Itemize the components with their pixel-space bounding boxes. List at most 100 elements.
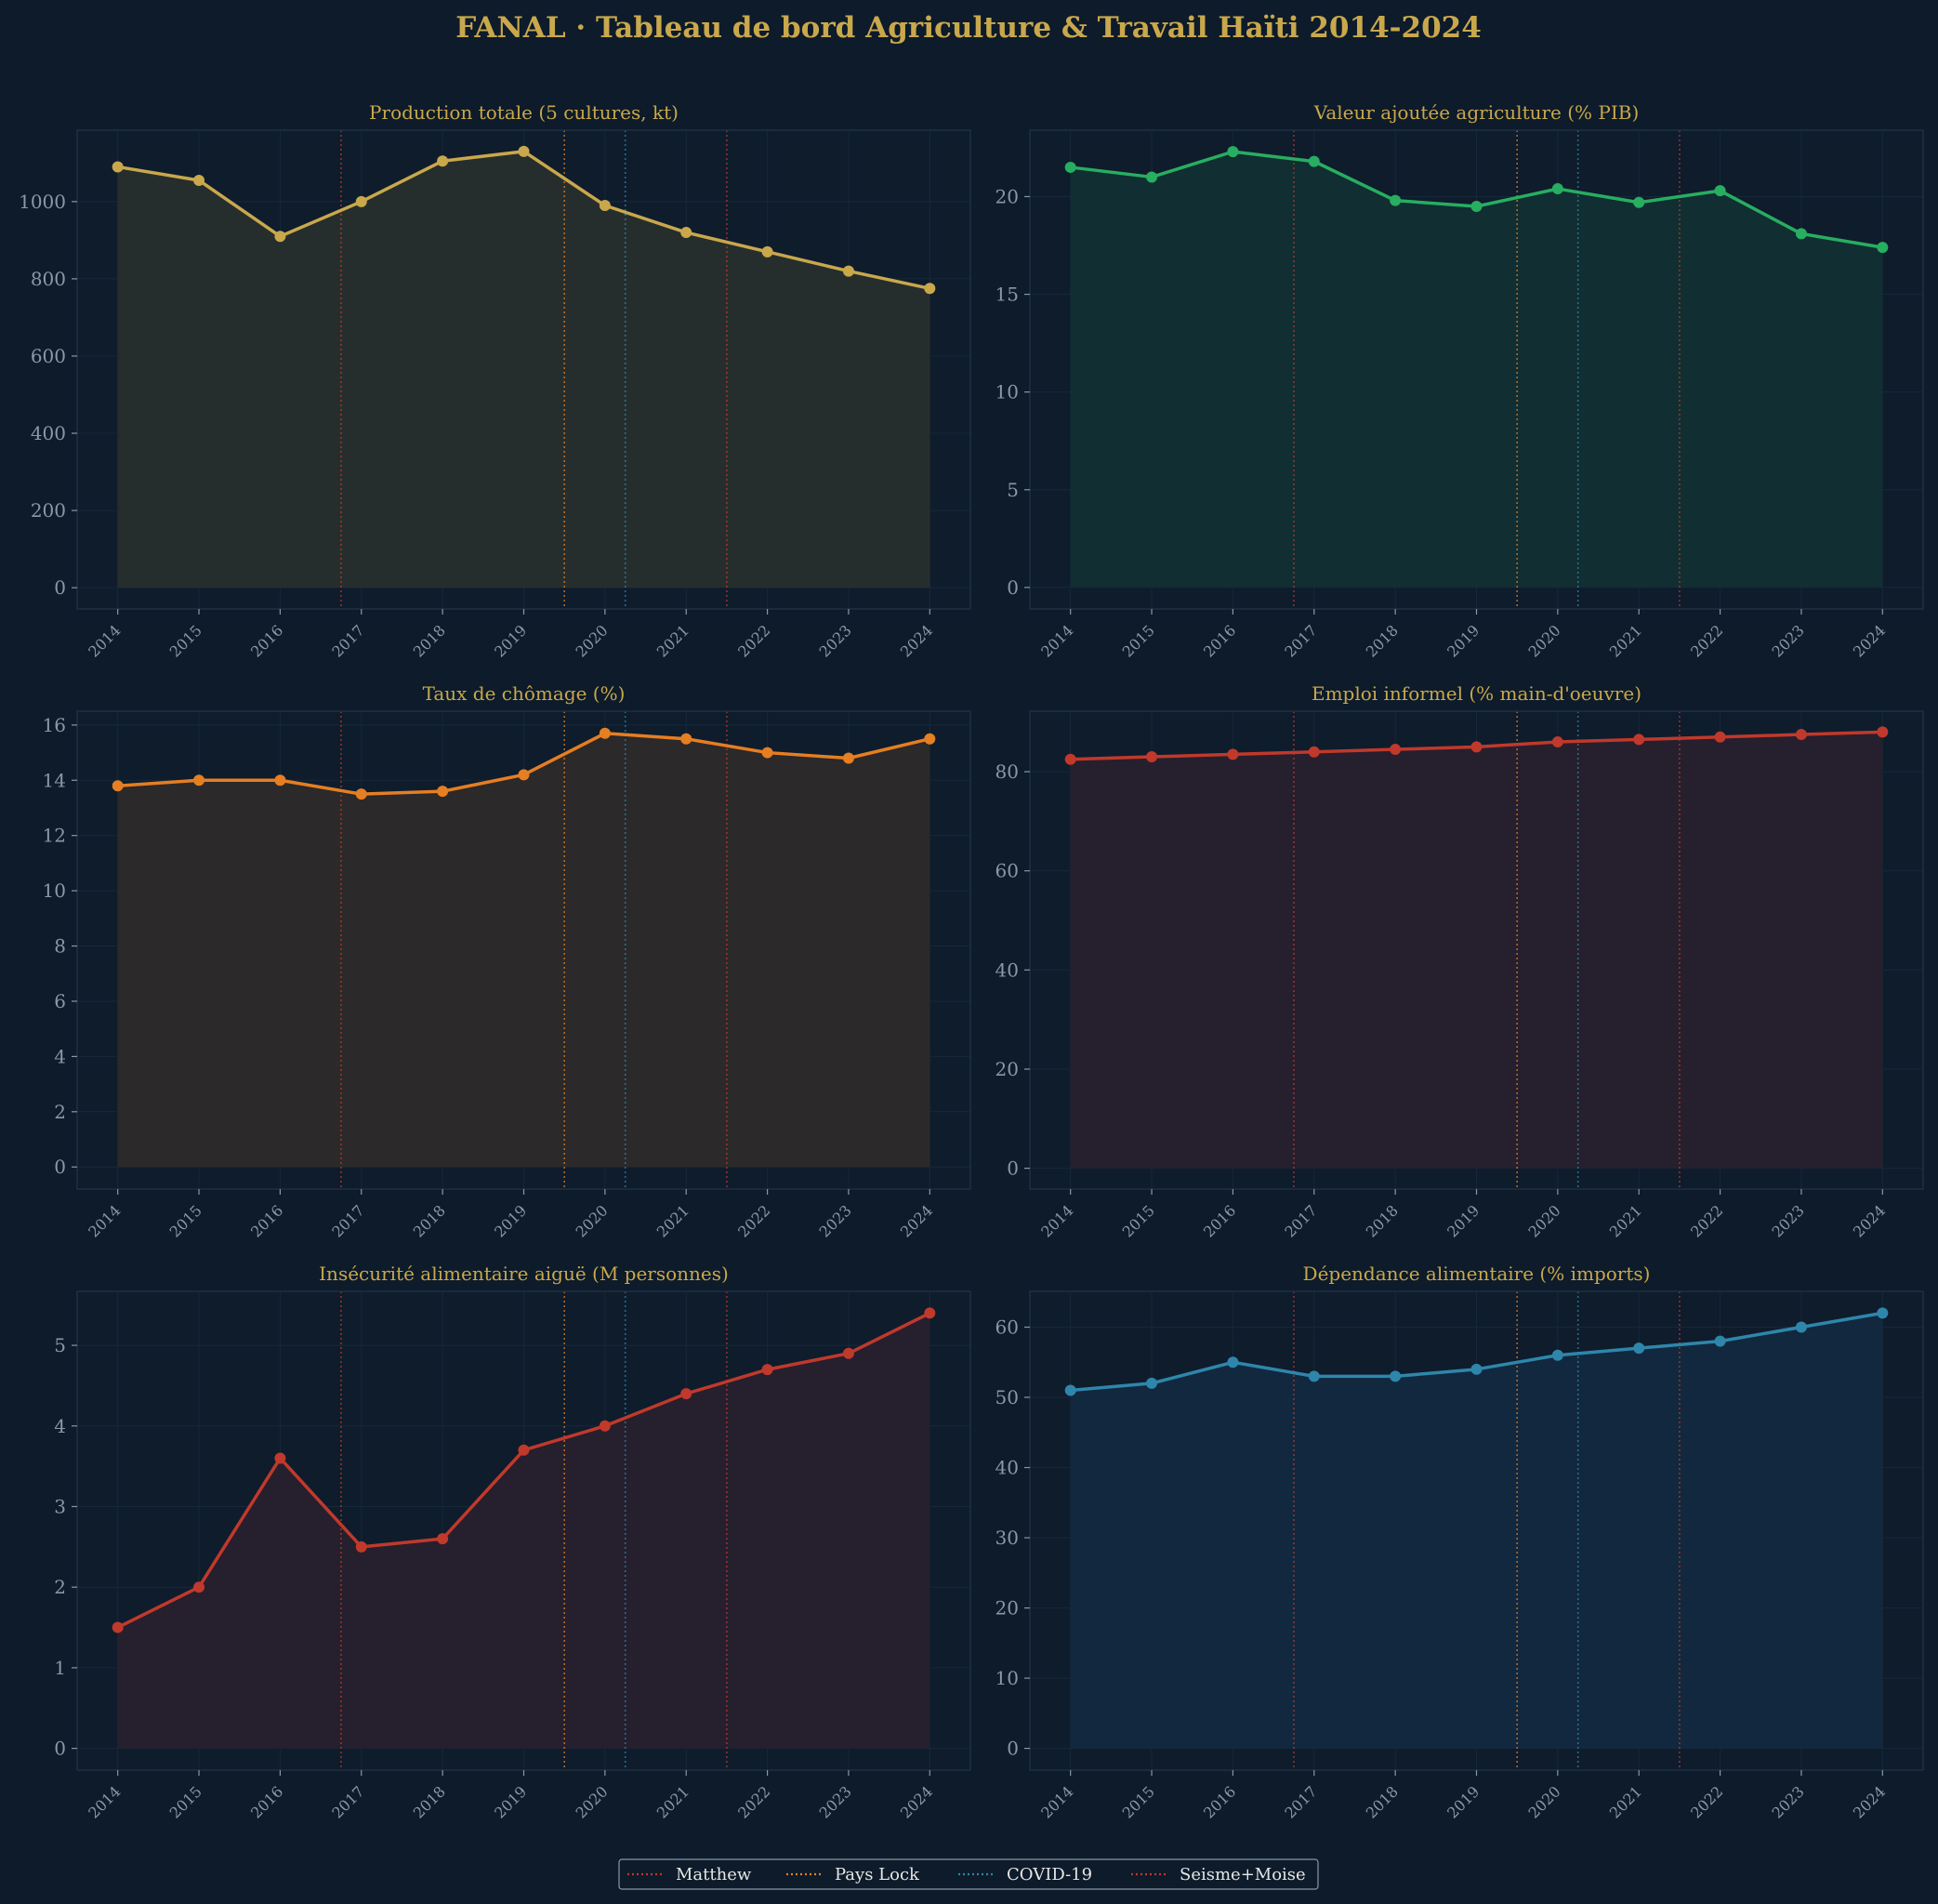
x-tick-label: 2021 xyxy=(1606,1782,1645,1821)
area-fill xyxy=(1070,732,1883,1169)
x-tick-label: 2021 xyxy=(653,1782,692,1821)
y-tick-label: 15 xyxy=(995,284,1019,306)
x-tick-label: 2020 xyxy=(572,1201,611,1240)
y-tick-label: 0 xyxy=(54,576,66,599)
chart-panel: 0 1 2 3 4 5 2014 2015 2016 2017 2018 2019 2020 2021 20… xyxy=(54,1263,971,1822)
x-tick-label: 2022 xyxy=(1687,1782,1726,1821)
x-tick-label: 2022 xyxy=(734,1201,773,1240)
data-point xyxy=(1714,1335,1726,1347)
data-point xyxy=(1633,734,1645,746)
data-point xyxy=(1551,183,1563,195)
data-point xyxy=(599,199,611,211)
x-tick-label: 2018 xyxy=(1363,1782,1402,1821)
x-tick-label: 2022 xyxy=(1687,621,1726,660)
x-tick-label: 2014 xyxy=(85,1782,124,1821)
data-point xyxy=(1714,731,1726,743)
x-tick-label: 2016 xyxy=(1200,1201,1239,1240)
data-point xyxy=(599,727,611,739)
y-tick-label: 0 xyxy=(54,1156,66,1178)
data-point xyxy=(437,1533,449,1545)
data-point xyxy=(518,769,530,781)
y-tick-label: 14 xyxy=(43,769,66,791)
data-point xyxy=(680,227,692,239)
y-tick-label: 0 xyxy=(1007,1157,1019,1180)
legend-label: Matthew xyxy=(676,1865,752,1884)
chart-panel: 0 2 4 6 8 10 12 14 16 2014 2015 2016 2017 2018 2019 202… xyxy=(43,682,971,1241)
y-tick-label: 60 xyxy=(995,860,1019,882)
x-tick-label: 2018 xyxy=(410,1201,449,1240)
page-title: FANAL · Tableau de bord Agriculture & Tr… xyxy=(455,11,1482,45)
x-tick-label: 2023 xyxy=(816,1782,855,1821)
data-point xyxy=(1227,748,1239,760)
data-point xyxy=(1308,155,1320,167)
y-tick-label: 30 xyxy=(995,1527,1019,1549)
x-tick-label: 2015 xyxy=(1119,621,1158,660)
chart-title: Valeur ajoutée agriculture (% PIB) xyxy=(1313,101,1640,124)
data-point xyxy=(518,1444,530,1456)
y-tick-label: 8 xyxy=(54,935,66,958)
x-tick-label: 2016 xyxy=(247,1201,286,1240)
y-tick-label: 1000 xyxy=(19,191,66,213)
x-tick-label: 2022 xyxy=(734,621,773,660)
x-tick-label: 2024 xyxy=(897,1782,936,1821)
y-tick-label: 1 xyxy=(54,1657,66,1679)
data-point xyxy=(1795,729,1807,741)
x-tick-label: 2024 xyxy=(897,621,936,660)
data-point xyxy=(1390,1370,1402,1382)
x-tick-label: 2020 xyxy=(572,1782,611,1821)
x-tick-label: 2014 xyxy=(1037,621,1076,660)
y-tick-label: 6 xyxy=(54,990,66,1012)
y-tick-label: 4 xyxy=(54,1045,66,1067)
x-tick-label: 2015 xyxy=(1119,1201,1158,1240)
data-point xyxy=(1795,1321,1807,1333)
data-point xyxy=(1146,751,1158,763)
y-tick-label: 3 xyxy=(54,1495,66,1517)
data-point xyxy=(1551,736,1563,748)
data-point xyxy=(761,747,773,759)
x-tick-label: 2019 xyxy=(1444,1201,1483,1240)
chart-title: Production totale (5 cultures, kt) xyxy=(369,101,679,124)
data-point xyxy=(193,774,205,787)
x-tick-label: 2015 xyxy=(166,621,205,660)
data-point xyxy=(1308,1370,1320,1382)
data-point xyxy=(193,174,205,186)
y-tick-label: 2 xyxy=(54,1576,66,1598)
data-point xyxy=(274,231,286,243)
y-tick-label: 5 xyxy=(1007,479,1019,501)
y-tick-label: 0 xyxy=(54,1738,66,1760)
x-tick-label: 2016 xyxy=(247,1782,286,1821)
data-point xyxy=(355,195,367,207)
x-tick-label: 2017 xyxy=(328,1782,367,1821)
data-point xyxy=(1227,1356,1239,1368)
data-point xyxy=(1064,1384,1076,1396)
chart-panel: 0 20 40 60 80 2014 2015 2016 2017 2018 2019 2020 202… xyxy=(995,682,1924,1241)
data-point xyxy=(437,155,449,167)
x-tick-label: 2023 xyxy=(1769,1782,1808,1821)
y-tick-label: 5 xyxy=(54,1334,66,1356)
x-tick-label: 2024 xyxy=(1850,1782,1889,1821)
chart-title: Taux de chômage (%) xyxy=(423,682,626,705)
data-point xyxy=(599,1420,611,1432)
x-tick-label: 2019 xyxy=(491,621,530,660)
x-tick-label: 2019 xyxy=(1444,1782,1483,1821)
data-point xyxy=(1064,753,1076,765)
x-tick-label: 2019 xyxy=(491,1782,530,1821)
x-tick-label: 2017 xyxy=(328,1201,367,1240)
data-point xyxy=(761,245,773,258)
data-point xyxy=(112,780,124,792)
data-point xyxy=(842,752,854,764)
y-tick-label: 2 xyxy=(54,1101,66,1123)
data-point xyxy=(1470,200,1483,212)
data-point xyxy=(355,788,367,800)
chart-title: Dépendance alimentaire (% imports) xyxy=(1303,1263,1651,1285)
x-tick-label: 2023 xyxy=(816,1201,855,1240)
x-tick-label: 2016 xyxy=(247,621,286,660)
data-point xyxy=(842,265,854,277)
y-tick-label: 0 xyxy=(1007,576,1019,599)
x-tick-label: 2014 xyxy=(85,621,124,660)
x-tick-label: 2019 xyxy=(1444,621,1483,660)
y-tick-label: 0 xyxy=(1007,1738,1019,1760)
data-point xyxy=(1551,1349,1563,1361)
